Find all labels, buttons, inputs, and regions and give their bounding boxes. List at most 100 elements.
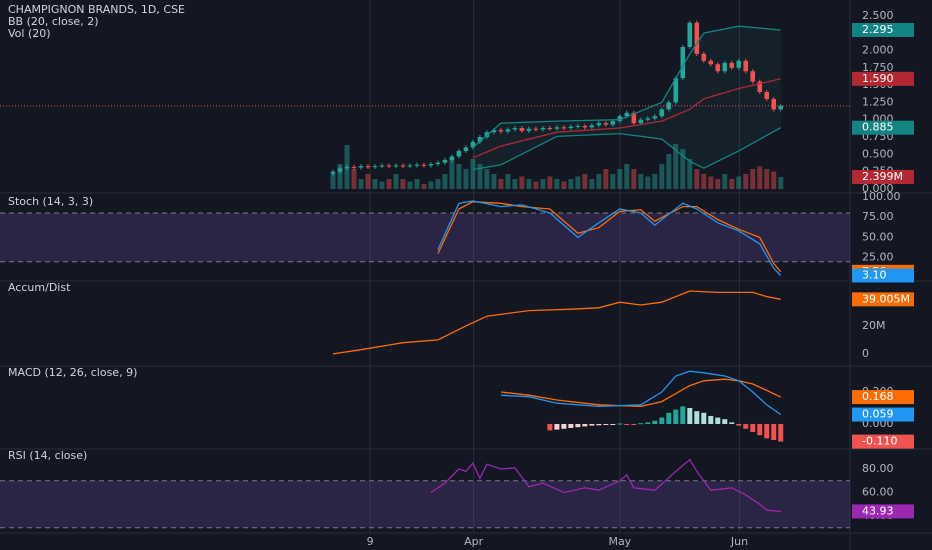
histogram-bar	[547, 423, 553, 431]
last-value-box	[852, 407, 914, 422]
histogram-bar	[764, 423, 770, 439]
volume-bar	[743, 174, 749, 189]
candle-body	[372, 166, 378, 168]
candle-body	[393, 165, 399, 167]
last-value-label: 0.059	[862, 408, 894, 421]
volume-bar	[624, 164, 630, 189]
volume-bar	[610, 174, 616, 189]
volume-bar	[379, 181, 385, 189]
pane-title: Stoch (14, 3, 3)	[8, 195, 93, 208]
y-tick-label: 1.250	[862, 95, 894, 108]
histogram-bar	[652, 420, 658, 424]
y-tick-label: 0.000	[862, 182, 894, 195]
volume-bar	[540, 179, 546, 189]
last-value-label: 1.590	[862, 72, 894, 85]
last-value-box	[852, 170, 914, 185]
candle-body	[603, 123, 609, 125]
candle-body	[624, 112, 630, 117]
volume-bar	[358, 179, 364, 189]
volume-bar	[477, 164, 483, 189]
candle-body	[456, 150, 462, 157]
volume-bar	[729, 179, 735, 189]
candle-body	[757, 81, 763, 93]
candle-body	[652, 116, 658, 119]
histogram-bar	[673, 409, 679, 424]
volume-bar	[659, 164, 665, 189]
candle-body	[533, 128, 539, 130]
candle-body	[526, 128, 532, 131]
volume-bar	[330, 174, 336, 189]
volume-bar	[442, 174, 448, 189]
candle-body	[659, 109, 665, 117]
candle-body	[498, 130, 504, 132]
candle-body	[568, 126, 574, 129]
last-value-box	[852, 434, 914, 449]
series-line	[430, 458, 781, 513]
histogram-bar	[729, 422, 735, 424]
volume-bar	[407, 181, 413, 189]
volume-bar	[337, 164, 343, 189]
histogram-bar	[666, 412, 672, 424]
histogram-bar	[575, 423, 581, 428]
volume-bar	[750, 169, 756, 189]
candle-body	[540, 128, 546, 130]
candle-body	[610, 121, 616, 125]
histogram-bar	[638, 423, 644, 425]
histogram-bar	[715, 417, 721, 424]
candle-body	[463, 147, 469, 151]
candle-body	[470, 141, 476, 148]
histogram-bar	[603, 423, 609, 425]
volume-bar	[645, 176, 651, 189]
candle-body	[505, 129, 511, 132]
candle-body	[351, 166, 357, 168]
y-tick-label: 80.00	[862, 462, 894, 475]
series-line	[472, 78, 781, 159]
candle-body	[666, 102, 672, 110]
candle-body	[771, 98, 777, 110]
histogram-bar	[631, 423, 637, 425]
candle-body	[442, 159, 448, 163]
pane-title: Accum/Dist	[8, 281, 71, 294]
y-tick-label: 20M	[862, 319, 886, 332]
volume-bar	[596, 174, 602, 189]
volume-bar	[365, 174, 371, 189]
last-value-box	[852, 71, 914, 86]
candle-body	[561, 127, 567, 129]
volume-bar	[463, 169, 469, 189]
candle-body	[575, 125, 581, 127]
series-line	[472, 127, 782, 171]
volume-bar	[715, 179, 721, 189]
volume-bar	[428, 181, 434, 189]
histogram-bar	[778, 423, 784, 442]
last-value-box	[852, 504, 914, 519]
histogram-bar	[743, 423, 749, 429]
volume-bar	[778, 177, 784, 189]
y-tick-label: 100.00	[862, 190, 901, 203]
histogram-bar	[659, 417, 665, 424]
y-tick-label: 50.00	[862, 230, 894, 243]
histogram-bar	[617, 423, 623, 425]
candle-body	[687, 22, 693, 47]
histogram-bar	[736, 423, 742, 426]
histogram-bar	[589, 423, 595, 426]
y-tick-label: 2.000	[862, 43, 894, 56]
volume-bar	[554, 179, 560, 189]
volume-bar	[701, 174, 707, 189]
volume-bar	[687, 159, 693, 189]
volume-bar	[456, 164, 462, 189]
candle-body	[365, 166, 371, 168]
candle-body	[449, 156, 455, 160]
volume-bar	[470, 159, 476, 189]
candle-body	[589, 125, 595, 128]
volume-bar	[652, 174, 658, 189]
histogram-bar	[771, 423, 777, 440]
candle-body	[477, 137, 483, 142]
band-fill	[0, 213, 850, 262]
last-value-box	[852, 292, 914, 307]
volume-bar	[505, 174, 511, 189]
last-value-label: 0.885	[862, 121, 894, 134]
candle-body	[344, 166, 350, 169]
y-tick-label: 0.500	[862, 147, 894, 160]
volume-bar	[589, 179, 595, 189]
volume-bar	[533, 181, 539, 189]
